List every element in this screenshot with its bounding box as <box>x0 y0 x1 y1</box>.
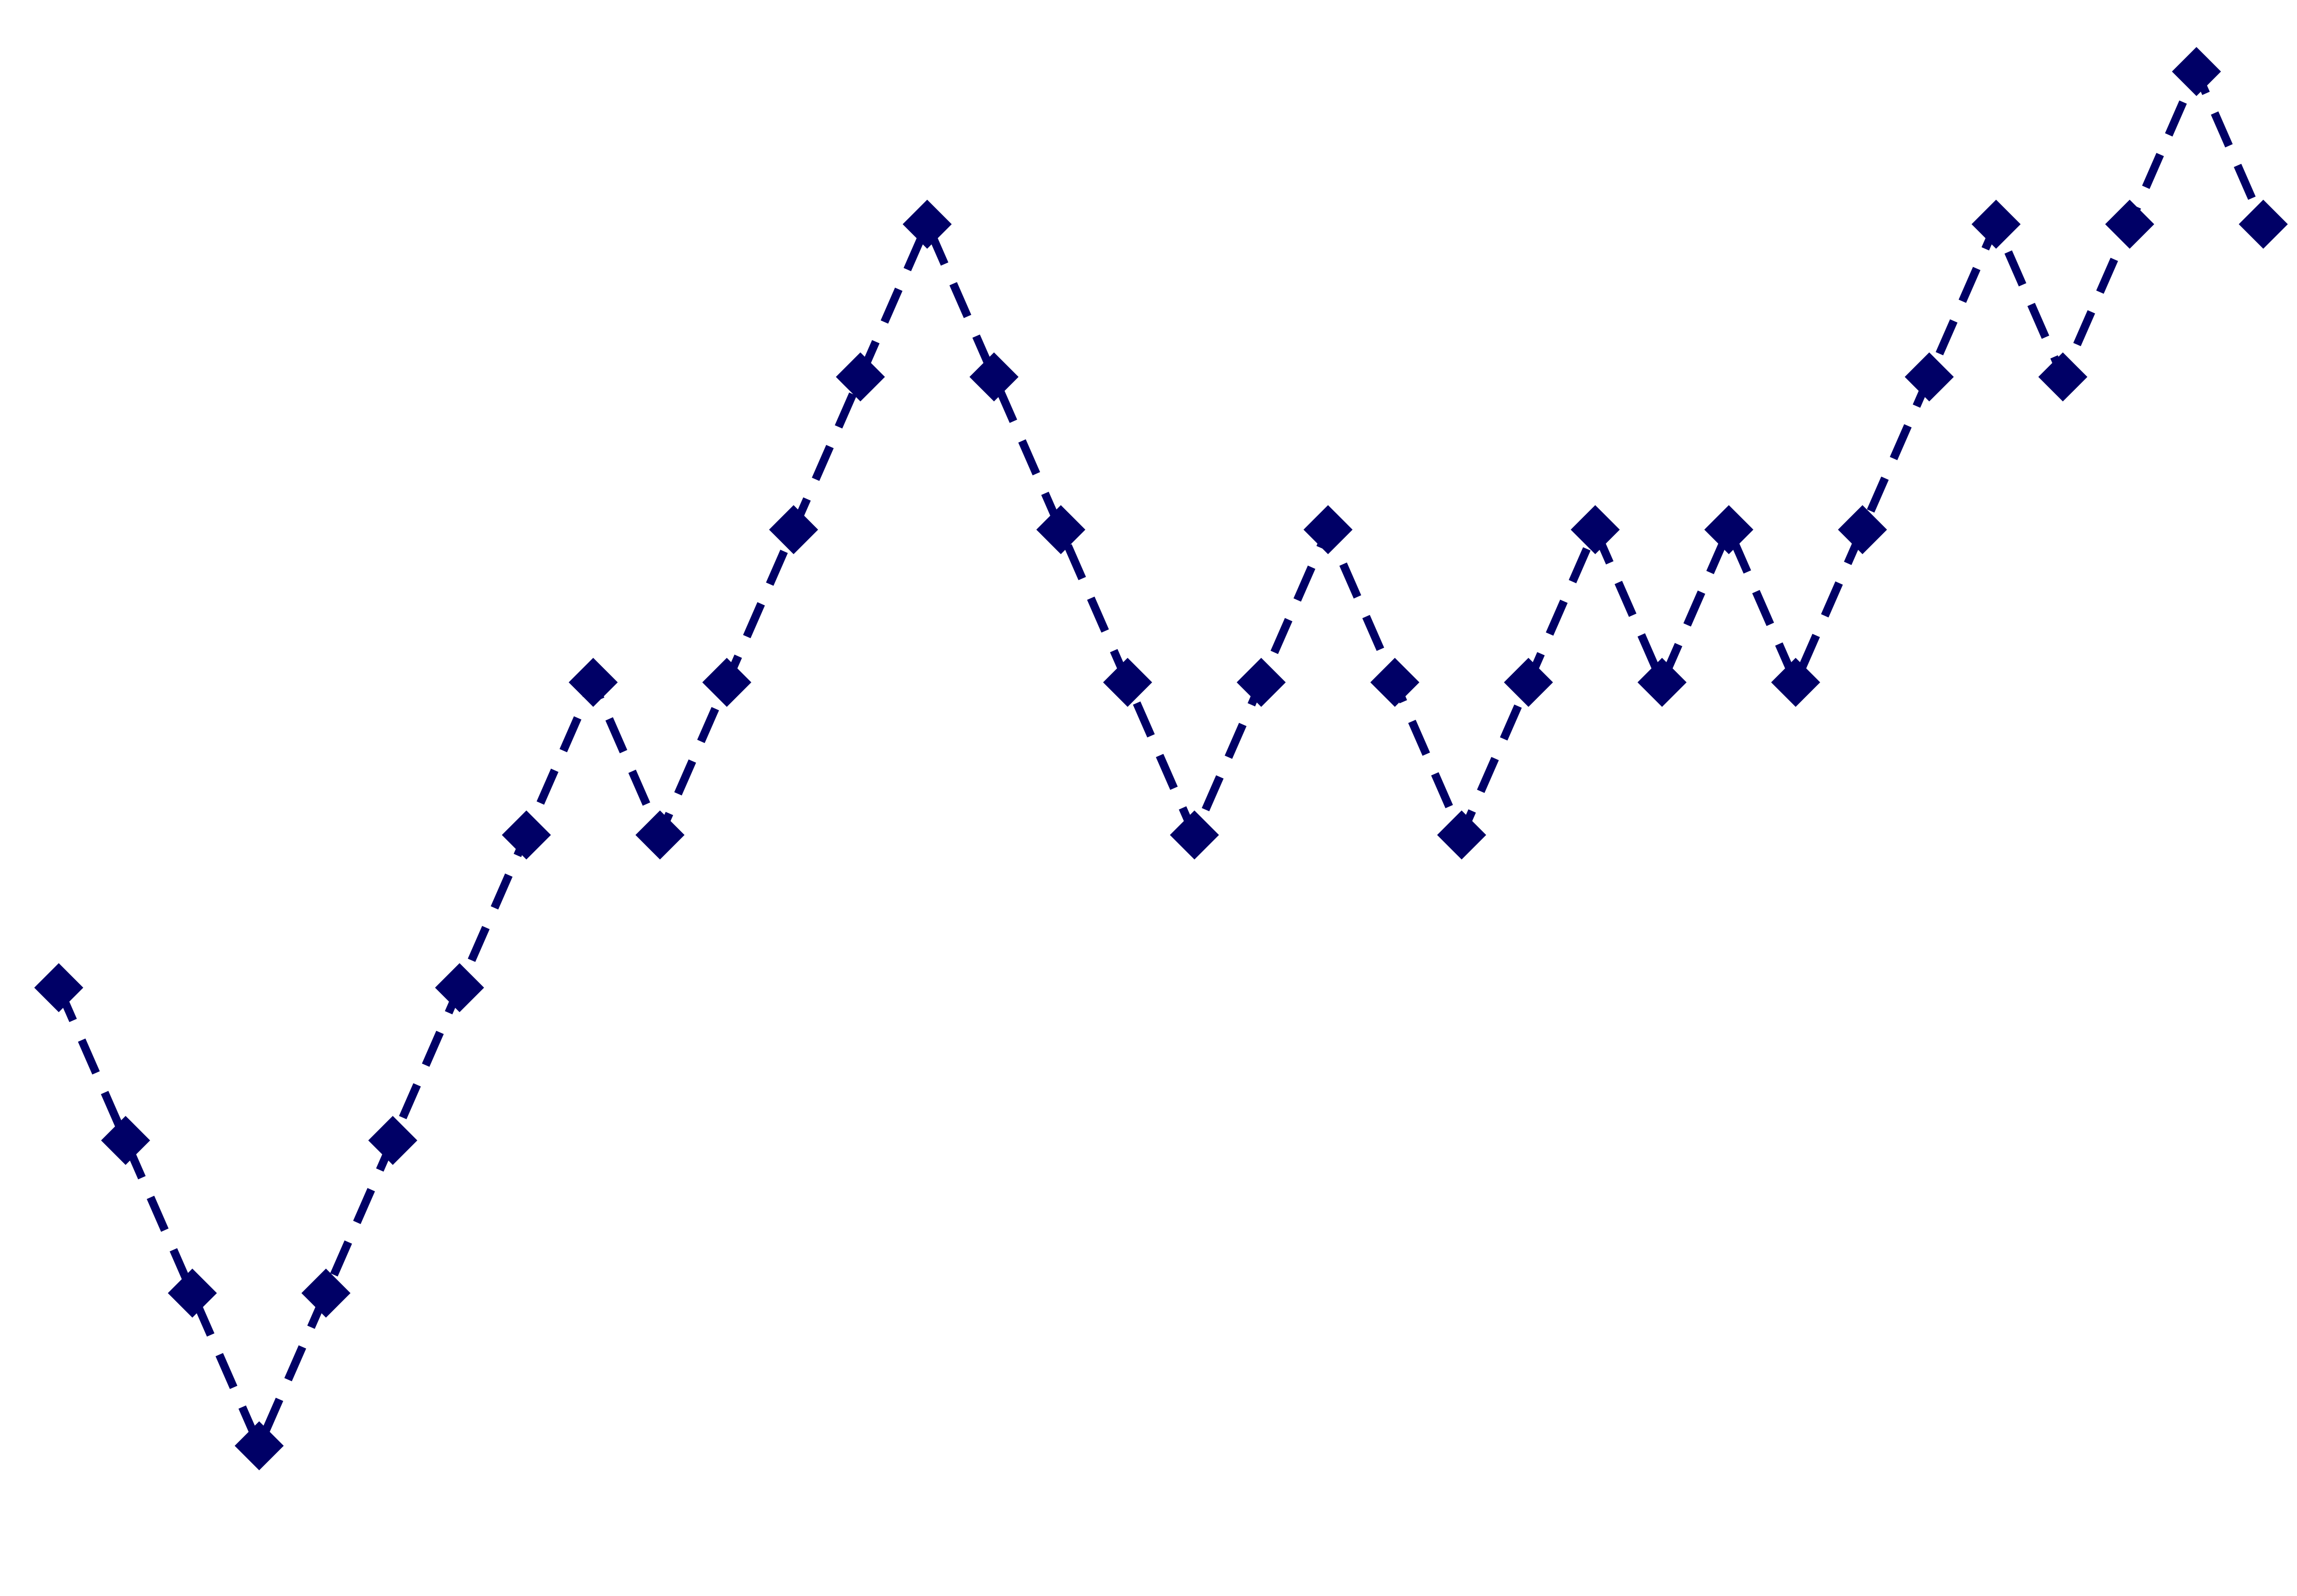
data-point <box>1504 658 1553 707</box>
data-point <box>569 658 618 707</box>
data-point <box>1771 658 1820 707</box>
data-point <box>1437 810 1486 860</box>
series-line-0 <box>55 67 2267 1450</box>
data-point <box>1972 199 2021 249</box>
marker-layer <box>34 47 2288 1470</box>
data-point <box>836 352 885 402</box>
data-point <box>1704 505 1753 554</box>
data-point <box>101 1116 150 1165</box>
data-point <box>1303 505 1353 554</box>
data-point <box>2105 199 2154 249</box>
data-point <box>902 199 952 249</box>
data-point <box>435 963 484 1013</box>
data-point <box>702 658 752 707</box>
data-point <box>235 1421 284 1470</box>
data-point <box>1370 658 1420 707</box>
data-point <box>34 963 83 1013</box>
data-point <box>1637 658 1687 707</box>
data-point <box>1571 505 1620 554</box>
data-point <box>368 1116 417 1165</box>
data-point <box>635 810 685 860</box>
data-point <box>502 810 551 860</box>
data-point <box>1236 658 1286 707</box>
series-layer <box>55 67 2267 1450</box>
data-point <box>769 505 818 554</box>
data-point <box>2038 352 2088 402</box>
data-point <box>301 1269 350 1318</box>
data-point <box>1036 505 1086 554</box>
data-point <box>2172 47 2221 96</box>
data-point <box>168 1269 217 1318</box>
data-point <box>969 352 1019 402</box>
data-point <box>1103 658 1153 707</box>
data-point <box>1169 810 1219 860</box>
data-point <box>1838 505 1887 554</box>
data-point <box>2239 199 2288 249</box>
data-point <box>1905 352 1954 402</box>
